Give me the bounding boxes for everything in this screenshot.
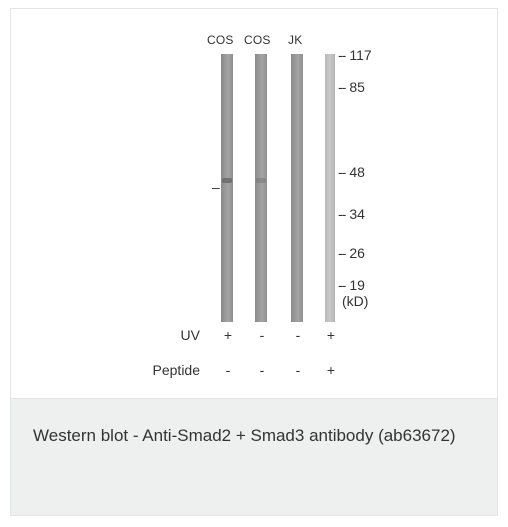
lane-label-3: JK xyxy=(288,33,303,47)
row-label-peptide: Peptide xyxy=(152,362,200,378)
mw-marker-117: -- 117 xyxy=(338,47,372,63)
blot-lane-1 xyxy=(221,54,233,322)
blot-lane-2 xyxy=(255,54,267,322)
western-blot-figure: COS COS JK – -- 117 -- 85 -- 48 -- 34 -- 26 -… xyxy=(11,9,497,398)
uv-value: + xyxy=(326,327,336,343)
caption-panel: Western blot - Anti-Smad2 + Smad3 antibo… xyxy=(11,398,497,515)
mw-marker-48: -- 48 xyxy=(338,164,365,180)
mw-unit: (kD) xyxy=(342,293,369,309)
uv-value: - xyxy=(295,327,301,343)
band xyxy=(222,178,232,183)
lane-label-1: COS xyxy=(207,33,234,47)
blot-lane-3 xyxy=(291,54,303,322)
mw-marker-26: -- 26 xyxy=(338,245,365,261)
row-label-uv: UV xyxy=(180,327,200,343)
image-caption: Western blot - Anti-Smad2 + Smad3 antibo… xyxy=(33,426,456,445)
mw-marker-34: -- 34 xyxy=(338,206,365,222)
band-indicator: – xyxy=(212,179,220,195)
peptide-value: + xyxy=(326,362,336,378)
peptide-value: - xyxy=(259,362,265,378)
image-card: COS COS JK – -- 117 -- 85 -- 48 -- 34 -- 26 -… xyxy=(10,8,498,516)
band xyxy=(256,178,266,183)
uv-value: - xyxy=(259,327,265,343)
uv-value: + xyxy=(223,327,233,343)
mw-marker-19: -- 19 xyxy=(338,277,365,293)
marker-lane xyxy=(325,54,335,322)
peptide-value: - xyxy=(225,362,231,378)
peptide-value: - xyxy=(295,362,301,378)
lane-label-2: COS xyxy=(244,33,271,47)
mw-marker-85: -- 85 xyxy=(338,79,365,95)
